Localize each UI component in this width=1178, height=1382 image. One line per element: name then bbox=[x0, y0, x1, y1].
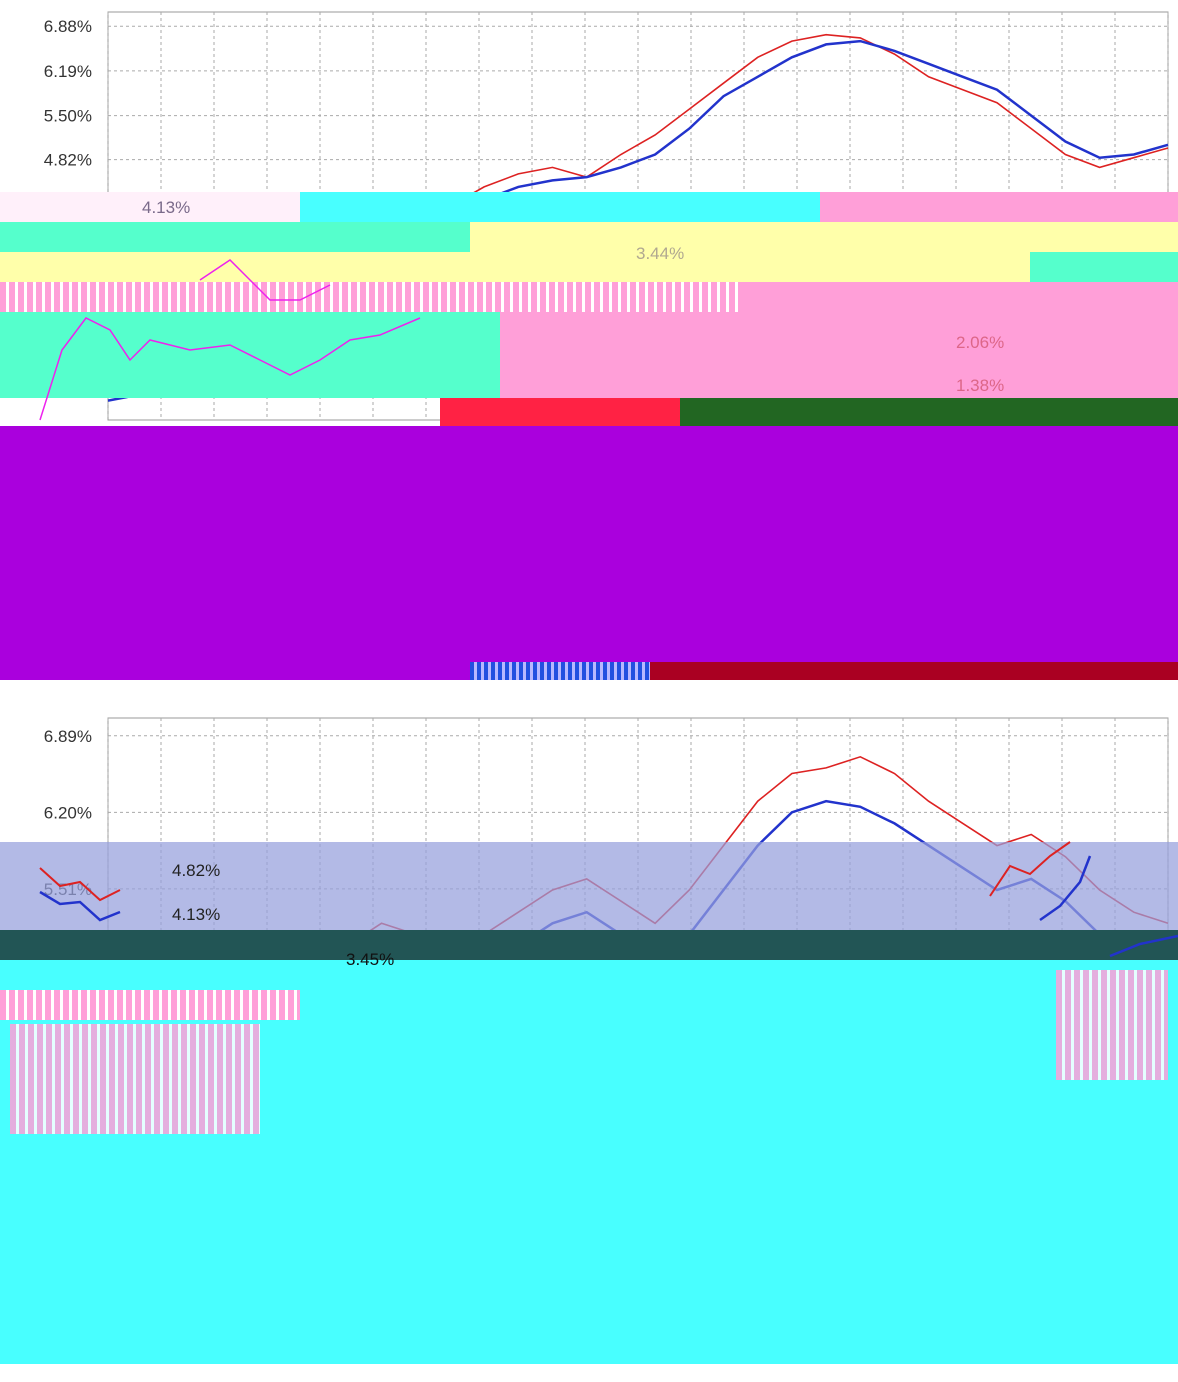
y-tick-label: 1.38% bbox=[956, 376, 1005, 395]
artifact-line-fragments bbox=[39, 841, 1178, 958]
y-tick-label: 4.13% bbox=[172, 905, 221, 924]
artifact-band bbox=[1030, 252, 1178, 282]
y-tick-label: 6.88% bbox=[44, 17, 92, 36]
y-tick-label: 3.44% bbox=[636, 244, 685, 263]
artifact-band bbox=[680, 398, 1178, 426]
artifact-band bbox=[0, 282, 740, 312]
chart-panel-2: 6.89%6.20%5.51%2012012012012012012012012… bbox=[0, 706, 1178, 1382]
artifact-band bbox=[650, 662, 1178, 680]
artifact-band bbox=[0, 222, 470, 252]
artifact-series-fragment bbox=[39, 890, 121, 922]
artifact-series-fragment bbox=[199, 259, 331, 301]
artifact-band bbox=[0, 252, 1030, 282]
artifact-band bbox=[0, 192, 300, 222]
artifact-band bbox=[820, 192, 1178, 222]
artifact-band bbox=[300, 192, 820, 222]
y-tick-label: 4.82% bbox=[172, 861, 221, 880]
artifact-band bbox=[0, 842, 1178, 930]
artifact-band bbox=[470, 222, 1178, 252]
artifact-series-fragment bbox=[39, 867, 121, 902]
y-tick-label: 3.45% bbox=[346, 950, 395, 969]
artifact-series-fragment bbox=[989, 841, 1071, 897]
artifact-band bbox=[10, 1024, 260, 1134]
artifact-band bbox=[0, 930, 1178, 960]
artifact-band bbox=[740, 282, 1178, 312]
y-tick-label: 5.50% bbox=[44, 107, 92, 126]
artifact-band bbox=[0, 990, 300, 1020]
artifact-band bbox=[0, 1364, 1178, 1382]
artifact-band bbox=[500, 312, 1178, 398]
artifact-series-fragment bbox=[1039, 855, 1092, 922]
chart-panel-1: 6.88% 6.19% 5.50% 4.82% 4.13% 3.44% 2.06% 1… bbox=[0, 0, 1178, 680]
y-tick-label: 4.13% bbox=[142, 198, 191, 217]
artifact-band bbox=[0, 662, 470, 680]
artifact-line-fragments bbox=[39, 259, 421, 421]
y-tick-label: 6.20% bbox=[44, 803, 92, 822]
y-tick-label: 6.19% bbox=[44, 62, 92, 81]
artifact-band bbox=[0, 426, 1178, 662]
y-tick-label: 2.06% bbox=[956, 333, 1005, 352]
y-tick-label: 4.82% bbox=[44, 151, 92, 170]
artifact-band bbox=[470, 662, 650, 680]
artifact-band bbox=[1056, 970, 1168, 1080]
artifact-band bbox=[300, 990, 1178, 1020]
artifact-series-fragment bbox=[39, 317, 421, 421]
artifact-series-fragment bbox=[1109, 934, 1178, 958]
artifact-band bbox=[440, 398, 680, 426]
artifact-band bbox=[0, 960, 1178, 990]
y-tick-label: 6.89% bbox=[44, 727, 92, 746]
